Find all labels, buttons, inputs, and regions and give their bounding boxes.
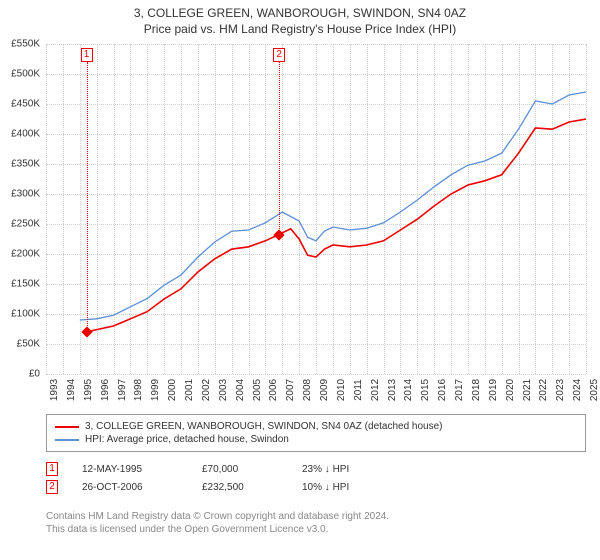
- x-tick-label: 1997: [117, 379, 128, 401]
- chart-title-address: 3, COLLEGE GREEN, WANBOROUGH, SWINDON, S…: [4, 6, 596, 20]
- x-tick-label: 2008: [302, 379, 313, 401]
- x-tick-label: 2002: [201, 379, 212, 401]
- legend: 3, COLLEGE GREEN, WANBOROUGH, SWINDON, S…: [46, 414, 586, 452]
- transaction-row: 2 26-OCT-2006£232,50010% ↓ HPI: [46, 480, 586, 494]
- y-tick-label: £100K: [11, 309, 40, 320]
- legend-item: HPI: Average price, detached house, Swin…: [55, 434, 577, 445]
- x-tick-label: 2011: [353, 379, 364, 401]
- y-tick-label: £200K: [11, 249, 40, 260]
- transaction-row: 1 12-MAY-1995£70,00023% ↓ HPI: [46, 462, 586, 476]
- y-tick-label: £400K: [11, 129, 40, 140]
- x-tick-label: 2009: [319, 379, 330, 401]
- legend-item: 3, COLLEGE GREEN, WANBOROUGH, SWINDON, S…: [55, 421, 577, 432]
- x-tick-label: 1995: [83, 379, 94, 401]
- y-tick-label: £350K: [11, 159, 40, 170]
- series-hpi: [80, 92, 586, 320]
- x-tick-label: 2022: [538, 379, 549, 401]
- gridline-h: [46, 374, 586, 375]
- x-tick-label: 2014: [403, 379, 414, 401]
- x-tick-label: 2007: [285, 379, 296, 401]
- y-tick-label: £450K: [11, 99, 40, 110]
- transactions-table: 1 12-MAY-1995£70,00023% ↓ HPI 2 26-OCT-2006…: [46, 458, 586, 498]
- tx-marker-badge: 1: [46, 462, 58, 476]
- marker-line-1: [87, 62, 88, 332]
- tx-pct: 23% ↓ HPI: [302, 464, 402, 475]
- chart-container: 3, COLLEGE GREEN, WANBOROUGH, SWINDON, S…: [0, 0, 600, 560]
- y-tick-label: £300K: [11, 189, 40, 200]
- y-tick-label: £0: [29, 369, 40, 380]
- x-tick-label: 1999: [150, 379, 161, 401]
- footer-line2: This data is licensed under the Open Gov…: [46, 523, 586, 536]
- x-tick-label: 2010: [336, 379, 347, 401]
- x-tick-label: 2021: [522, 379, 533, 401]
- legend-label: 3, COLLEGE GREEN, WANBOROUGH, SWINDON, S…: [85, 421, 443, 432]
- tx-pct: 10% ↓ HPI: [302, 482, 402, 493]
- x-tick-label: 2025: [589, 379, 600, 401]
- gridline-v: [586, 44, 587, 374]
- marker-line-2: [279, 62, 280, 235]
- series-svg: [46, 44, 586, 374]
- y-axis-labels: £0£50K£100K£150K£200K£250K£300K£350K£400…: [2, 44, 44, 374]
- x-tick-label: 2001: [184, 379, 195, 401]
- x-tick-label: 2000: [167, 379, 178, 401]
- tx-price: £232,500: [202, 482, 302, 493]
- x-tick-label: 2015: [420, 379, 431, 401]
- marker-badge-1: 1: [81, 48, 93, 62]
- series-property: [87, 119, 587, 332]
- x-tick-label: 2003: [218, 379, 229, 401]
- legend-label: HPI: Average price, detached house, Swin…: [85, 434, 289, 445]
- legend-swatch: [55, 439, 79, 441]
- x-tick-label: 1998: [133, 379, 144, 401]
- x-axis-labels: 1993 1994 1995 1996 1997 1998 1999 2000 2001 2002…: [46, 378, 586, 412]
- tx-date: 12-MAY-1995: [82, 464, 202, 475]
- x-tick-label: 2019: [488, 379, 499, 401]
- tx-date: 26-OCT-2006: [82, 482, 202, 493]
- x-tick-label: 2004: [235, 379, 246, 401]
- x-tick-label: 2016: [437, 379, 448, 401]
- tx-marker-badge: 2: [46, 480, 58, 494]
- x-tick-label: 2005: [252, 379, 263, 401]
- x-tick-label: 2017: [454, 379, 465, 401]
- legend-swatch: [55, 426, 79, 428]
- marker-badge-2: 2: [273, 48, 285, 62]
- x-tick-label: 2023: [555, 379, 566, 401]
- y-tick-label: £500K: [11, 69, 40, 80]
- y-tick-label: £250K: [11, 219, 40, 230]
- y-tick-label: £50K: [17, 339, 40, 350]
- x-tick-label: 2024: [572, 379, 583, 401]
- title-block: 3, COLLEGE GREEN, WANBOROUGH, SWINDON, S…: [0, 0, 600, 38]
- x-tick-label: 2013: [387, 379, 398, 401]
- x-tick-label: 2020: [505, 379, 516, 401]
- y-tick-label: £550K: [11, 39, 40, 50]
- chart-title-sub: Price paid vs. HM Land Registry's House …: [4, 22, 596, 36]
- x-tick-label: 2012: [370, 379, 381, 401]
- x-tick-label: 2006: [268, 379, 279, 401]
- y-tick-label: £150K: [11, 279, 40, 290]
- plot-area: 12: [46, 44, 586, 374]
- footer: Contains HM Land Registry data © Crown c…: [46, 510, 586, 536]
- footer-line1: Contains HM Land Registry data © Crown c…: [46, 510, 586, 523]
- x-tick-label: 2018: [471, 379, 482, 401]
- tx-price: £70,000: [202, 464, 302, 475]
- x-tick-label: 1994: [66, 379, 77, 401]
- x-tick-label: 1996: [100, 379, 111, 401]
- x-tick-label: 1993: [49, 379, 60, 401]
